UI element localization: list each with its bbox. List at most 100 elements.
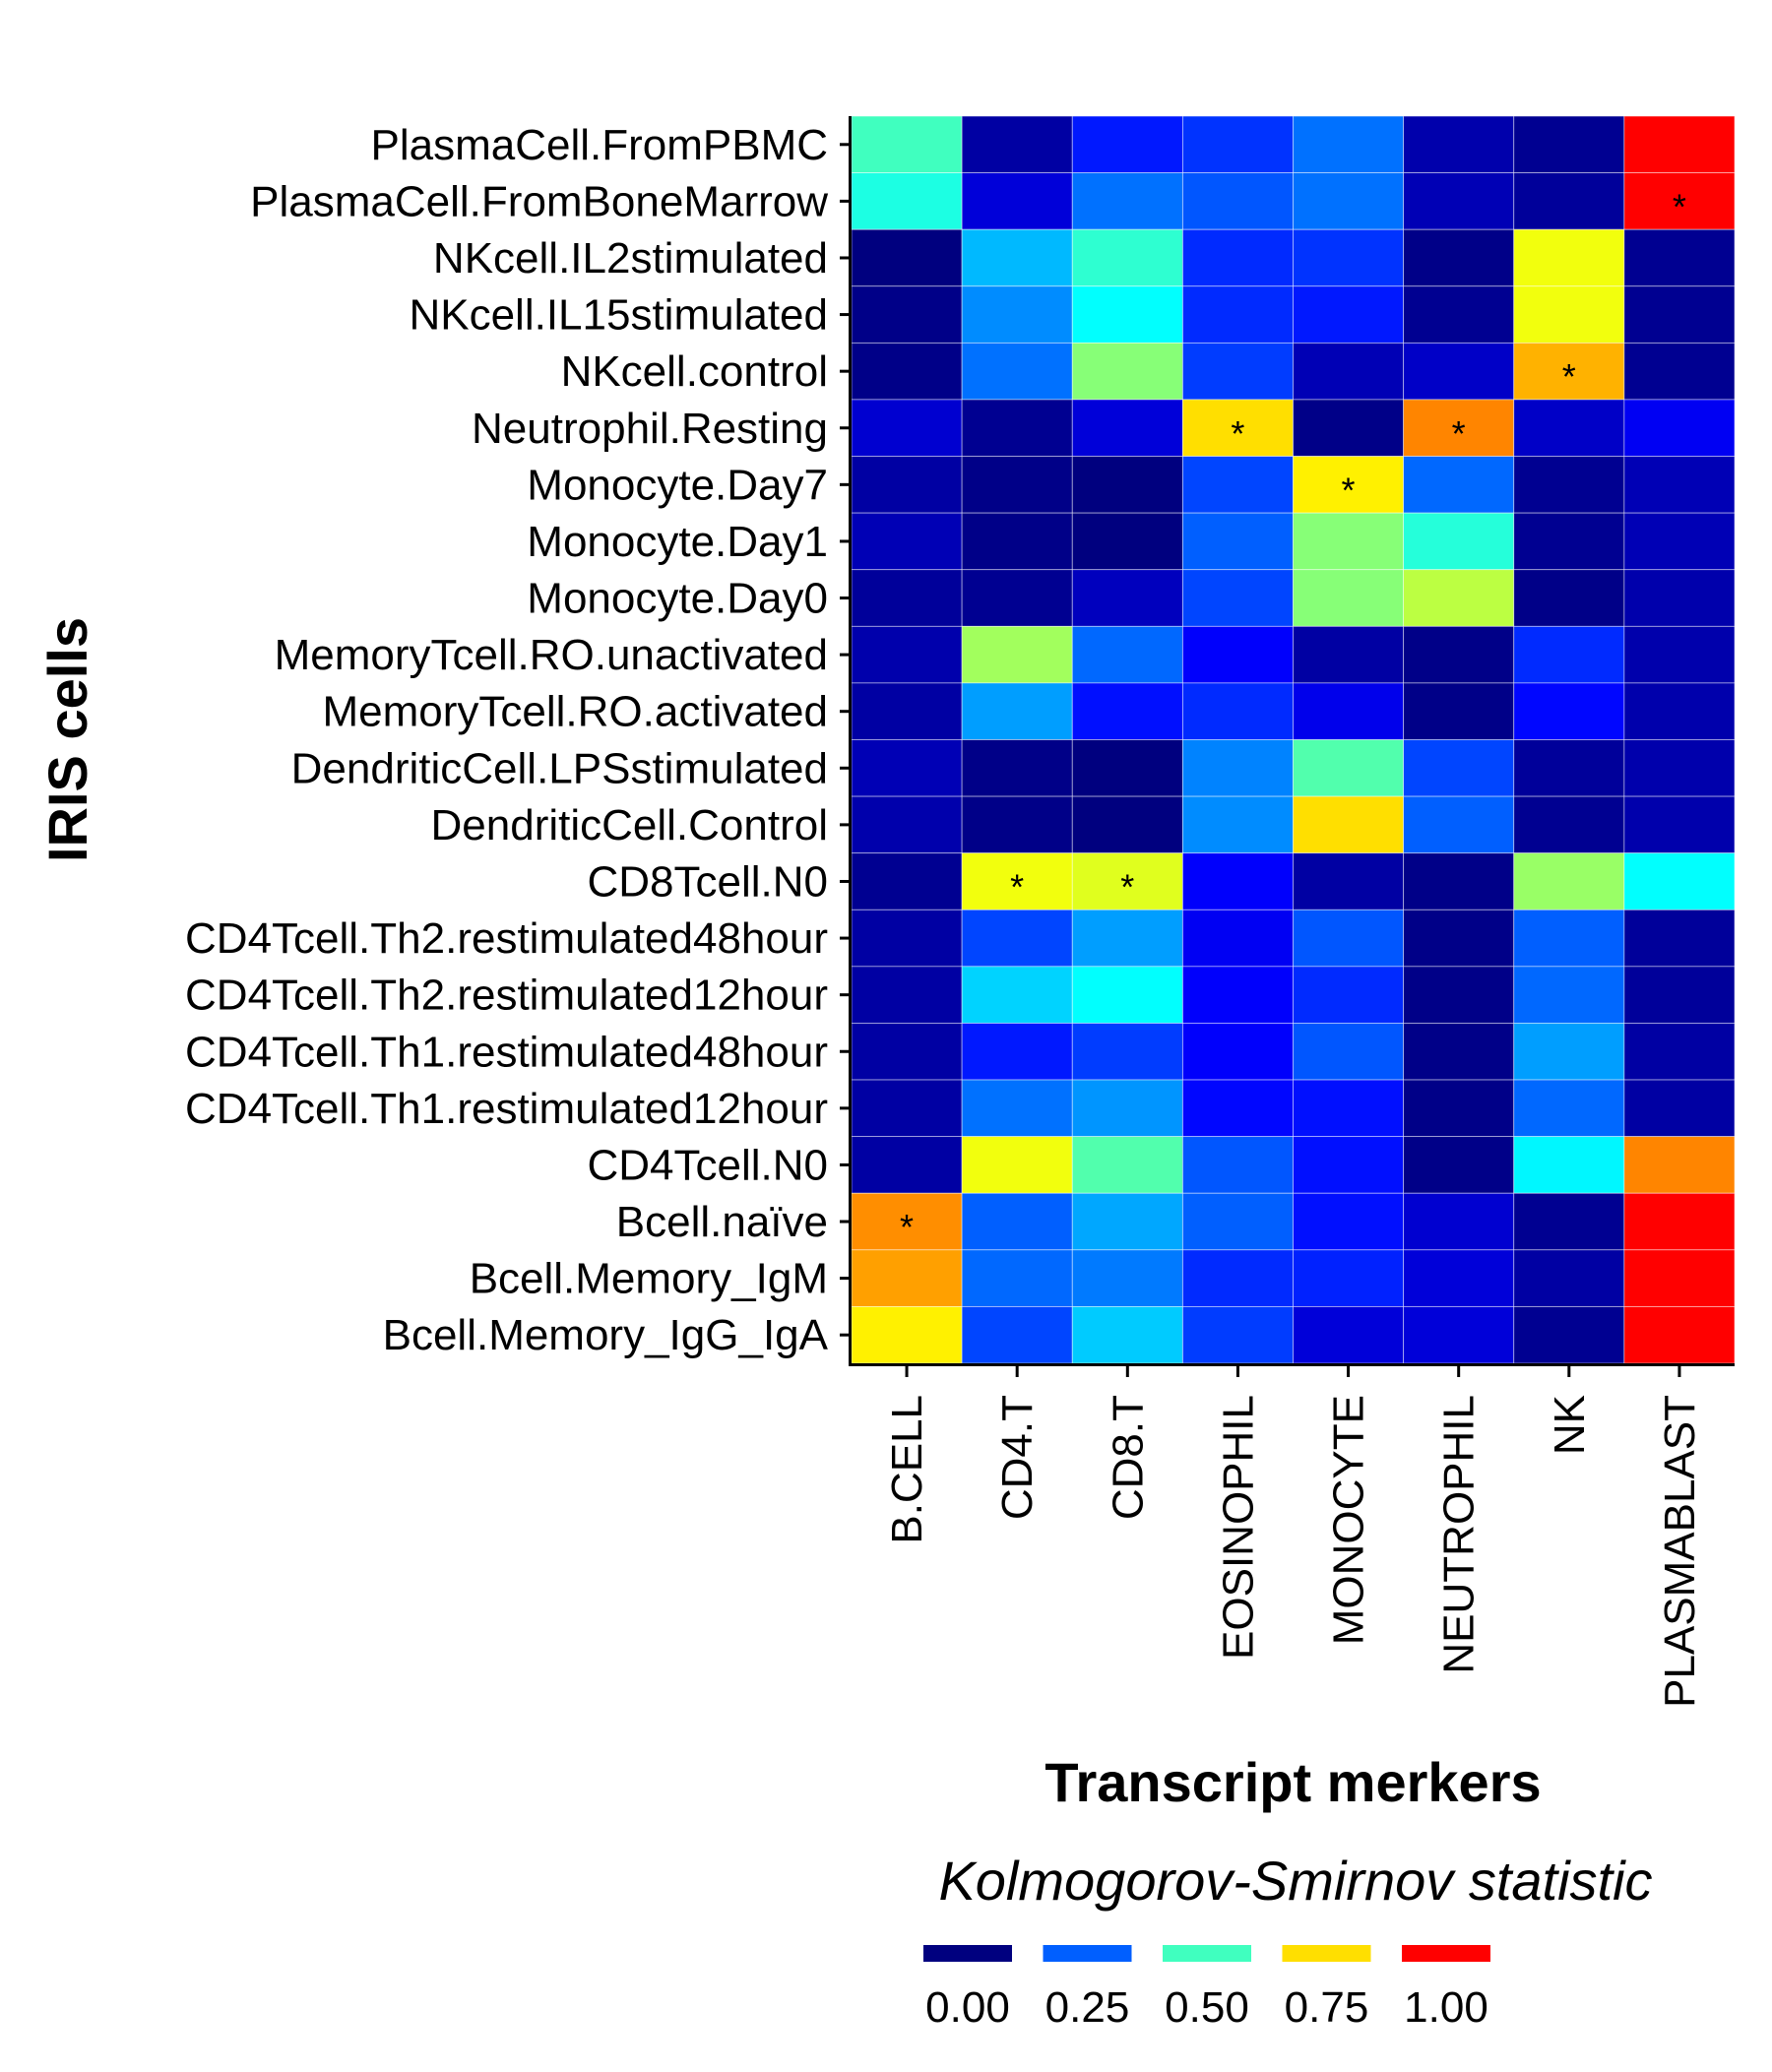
heatmap-cell bbox=[851, 1306, 963, 1364]
heatmap-cell bbox=[1513, 1023, 1625, 1081]
heatmap-cell bbox=[1071, 456, 1183, 514]
heatmap-cell bbox=[1071, 795, 1183, 854]
significance-marker: * bbox=[1452, 413, 1466, 454]
heatmap-cell bbox=[1513, 1079, 1625, 1138]
y-tick-label: Monocyte.Day7 bbox=[527, 461, 828, 509]
heatmap-cell bbox=[1293, 966, 1405, 1024]
heatmap-cell bbox=[1181, 456, 1294, 514]
legend-label: 0.75 bbox=[1285, 1983, 1369, 2032]
heatmap-cell bbox=[851, 569, 963, 627]
heatmap-cell bbox=[851, 1023, 963, 1081]
heatmap-cell bbox=[851, 342, 963, 401]
heatmap-cell bbox=[1181, 1079, 1294, 1138]
y-tick-label: NKcell.control bbox=[561, 347, 828, 396]
significance-marker: * bbox=[900, 1207, 914, 1247]
y-tick-label: NKcell.IL15stimulated bbox=[409, 291, 828, 340]
x-tick-label: NEUTROPHIL bbox=[1435, 1395, 1484, 1674]
heatmap-cell bbox=[961, 115, 1073, 173]
heatmap-cell bbox=[851, 456, 963, 514]
y-tick-label: CD4Tcell.Th1.restimulated48hour bbox=[185, 1028, 828, 1076]
heatmap-cell bbox=[1071, 739, 1183, 797]
heatmap-cell bbox=[1623, 342, 1736, 401]
heatmap-cell bbox=[961, 172, 1073, 230]
significance-marker: * bbox=[1673, 186, 1686, 226]
heatmap-cell bbox=[1403, 852, 1515, 910]
heatmap-cell bbox=[1071, 228, 1183, 287]
heatmap-cell bbox=[851, 228, 963, 287]
heatmap-cell bbox=[1071, 966, 1183, 1024]
heatmap-cell bbox=[851, 909, 963, 968]
heatmap-cell bbox=[1623, 228, 1736, 287]
legend-key bbox=[923, 1945, 1012, 1962]
heatmap-cell bbox=[1071, 342, 1183, 401]
heatmap-cell bbox=[961, 285, 1073, 344]
x-tick-label: CD8.T bbox=[1104, 1395, 1152, 1520]
heatmap-cell bbox=[1071, 1136, 1183, 1194]
heatmap-cell bbox=[1293, 456, 1405, 514]
heatmap-cell bbox=[961, 966, 1073, 1024]
y-tick-label: CD4Tcell.Th2.restimulated12hour bbox=[185, 972, 828, 1020]
heatmap-cell bbox=[1623, 512, 1736, 571]
y-tick-label: Monocyte.Day0 bbox=[527, 575, 828, 623]
legend-key bbox=[1163, 1945, 1251, 1962]
heatmap-cell bbox=[1403, 1306, 1515, 1364]
heatmap-cell bbox=[1513, 682, 1625, 740]
heatmap-cell bbox=[1403, 795, 1515, 854]
heatmap-cell bbox=[1623, 1023, 1736, 1081]
heatmap-cell bbox=[1181, 739, 1294, 797]
heatmap-cell bbox=[1071, 1192, 1183, 1251]
legend-title: Kolmogorov-Smirnov statistic bbox=[938, 1850, 1652, 1912]
y-tick-label: PlasmaCell.FromPBMC bbox=[370, 121, 828, 169]
heatmap-cell bbox=[1403, 115, 1515, 173]
heatmap-cell bbox=[851, 966, 963, 1024]
heatmap-cell bbox=[851, 795, 963, 854]
heatmap-cell bbox=[1403, 739, 1515, 797]
heatmap-cell bbox=[961, 1192, 1073, 1251]
y-tick-label: CD4Tcell.Th2.restimulated48hour bbox=[185, 914, 828, 963]
heatmap-cell bbox=[1071, 682, 1183, 740]
heatmap-cell bbox=[1403, 342, 1515, 401]
y-tick-label: NKcell.IL2stimulated bbox=[433, 234, 828, 283]
heatmap-cell bbox=[1403, 399, 1515, 457]
y-tick-label: Bcell.Memory_IgM bbox=[470, 1255, 828, 1303]
heatmap-cell bbox=[1071, 1023, 1183, 1081]
heatmap-cell bbox=[1293, 1249, 1405, 1307]
legend-label: 0.25 bbox=[1045, 1983, 1130, 2032]
significance-marker: * bbox=[1010, 866, 1024, 907]
heatmap-cell bbox=[1181, 852, 1294, 910]
heatmap-cell bbox=[851, 625, 963, 684]
heatmap-cell bbox=[1403, 1192, 1515, 1251]
heatmap-cell bbox=[1513, 852, 1625, 910]
legend-key bbox=[1282, 1945, 1371, 1962]
heatmap-cell bbox=[1403, 1249, 1515, 1307]
heatmap-cell bbox=[851, 1136, 963, 1194]
heatmap-cell bbox=[851, 399, 963, 457]
y-tick-label: MemoryTcell.RO.activated bbox=[323, 688, 828, 736]
heatmap-cell bbox=[1293, 1136, 1405, 1194]
heatmap-cell bbox=[1623, 1192, 1736, 1251]
heatmap-cell bbox=[1071, 285, 1183, 344]
heatmap-cell bbox=[961, 1136, 1073, 1194]
heatmap-cell bbox=[1293, 512, 1405, 571]
heatmap-cell bbox=[1181, 172, 1294, 230]
heatmap-cell bbox=[1403, 966, 1515, 1024]
x-tick-label: MONOCYTE bbox=[1325, 1395, 1373, 1645]
heatmap-cell bbox=[1181, 1023, 1294, 1081]
heatmap-cell bbox=[1403, 1023, 1515, 1081]
heatmap-cell bbox=[1181, 512, 1294, 571]
heatmap-cell bbox=[1293, 1192, 1405, 1251]
heatmap-cell bbox=[961, 342, 1073, 401]
heatmap-cell bbox=[851, 739, 963, 797]
heatmap-cell bbox=[1071, 625, 1183, 684]
heatmap-cell bbox=[1181, 399, 1294, 457]
heatmap-cell bbox=[851, 172, 963, 230]
heatmap-cell bbox=[1513, 172, 1625, 230]
heatmap-cell bbox=[1071, 1306, 1183, 1364]
heatmap-cell bbox=[1293, 569, 1405, 627]
heatmap-cell bbox=[961, 1249, 1073, 1307]
heatmap-cell bbox=[1293, 285, 1405, 344]
heatmap-cell bbox=[1181, 1136, 1294, 1194]
y-tick-label: Monocyte.Day1 bbox=[527, 518, 828, 566]
